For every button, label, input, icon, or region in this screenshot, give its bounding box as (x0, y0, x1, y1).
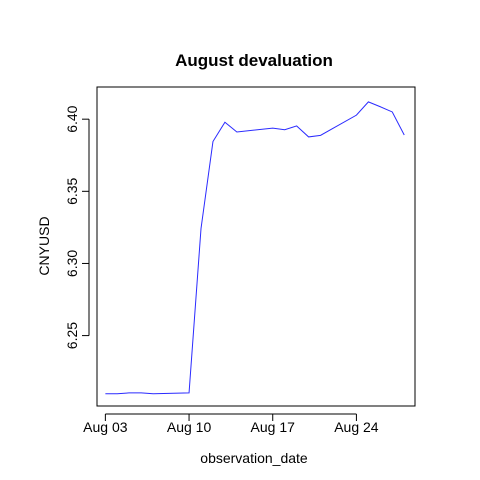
y-tick-label: 6.35 (64, 177, 80, 204)
y-tick-label: 6.30 (64, 250, 80, 277)
series-layer (105, 101, 405, 395)
chart-title: August devaluation (175, 51, 333, 70)
y-tick-label: 6.25 (64, 322, 80, 349)
y-tick-label: 6.40 (64, 105, 80, 132)
x-tick-label: Aug 24 (334, 419, 379, 435)
plot-frame (96, 86, 416, 407)
x-axis: Aug 03 Aug 10 Aug 17 Aug 24 (83, 413, 379, 435)
x-axis-title: observation_date (200, 450, 308, 466)
x-tick-label: Aug 03 (83, 419, 128, 435)
x-tick-label: Aug 17 (251, 419, 296, 435)
y-axis-title: CNYUSD (36, 216, 52, 275)
x-tick-label: Aug 10 (167, 419, 212, 435)
series-line (105, 101, 405, 395)
y-axis: 6.25 6.30 6.35 6.40 (64, 105, 90, 349)
